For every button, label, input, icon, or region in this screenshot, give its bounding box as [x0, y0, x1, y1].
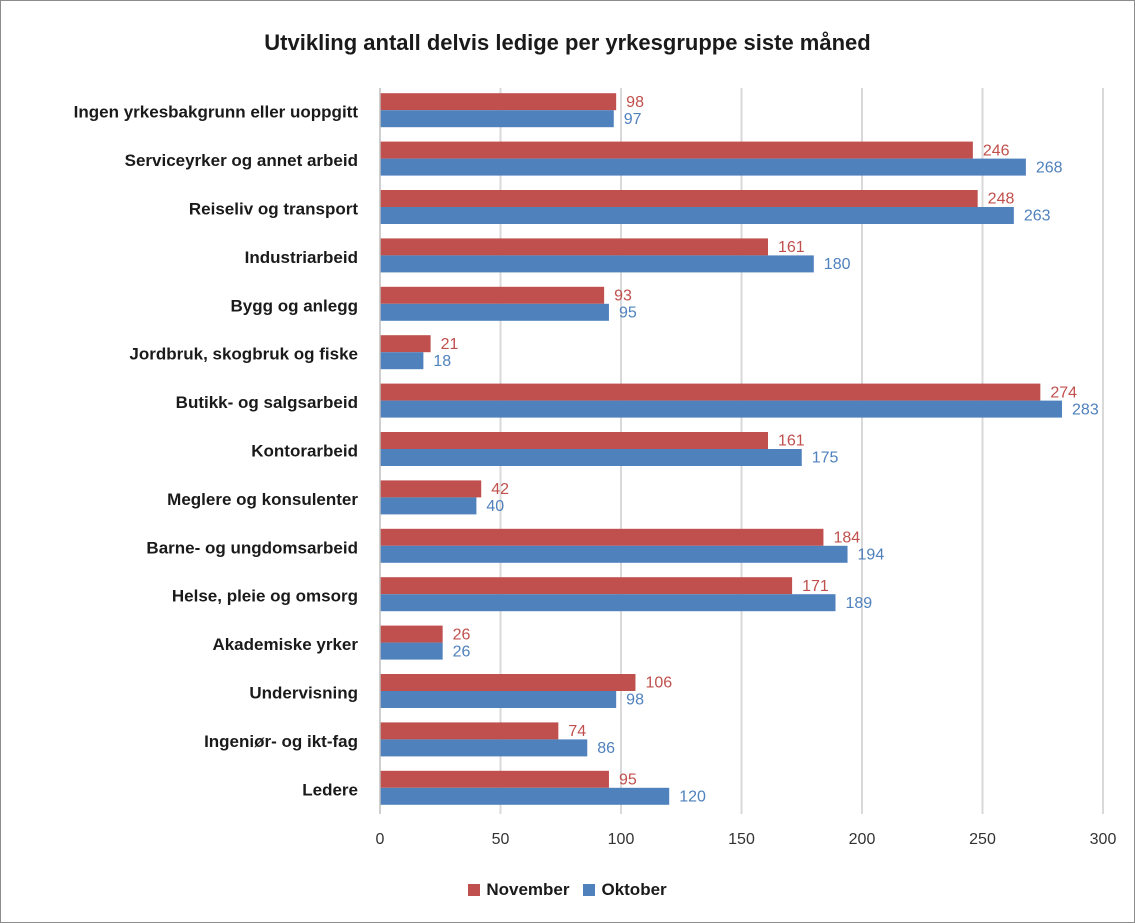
- data-label: 26: [453, 626, 471, 643]
- category-label: Butikk- og salgsarbeid: [176, 393, 358, 412]
- data-label: 106: [645, 675, 672, 692]
- legend: November Oktober: [0, 880, 1135, 900]
- data-label: 97: [624, 111, 642, 128]
- x-tick-label: 0: [376, 831, 385, 848]
- data-label: 95: [619, 772, 637, 789]
- category-label: Reiseliv og transport: [189, 199, 358, 218]
- bar-november: [380, 528, 824, 546]
- bar-november: [380, 770, 609, 788]
- x-tick-label: 50: [492, 831, 510, 848]
- bar-november: [380, 335, 431, 353]
- bar-november: [380, 480, 482, 498]
- data-label: 26: [453, 643, 471, 660]
- data-label: 95: [619, 305, 637, 322]
- category-label: Serviceyrker og annet arbeid: [125, 151, 358, 170]
- x-tick-label: 100: [608, 831, 635, 848]
- legend-label-oktober: Oktober: [601, 880, 667, 899]
- data-label: 21: [441, 336, 459, 353]
- data-label: 248: [988, 191, 1015, 208]
- category-label: Barne- og ungdomsarbeid: [146, 538, 358, 557]
- data-label: 171: [802, 578, 829, 595]
- x-tick-label: 250: [969, 831, 996, 848]
- bar-oktober: [380, 158, 1026, 176]
- data-label: 194: [858, 547, 885, 564]
- category-label: Helse, pleie og omsorg: [172, 587, 358, 606]
- category-label: Ingen yrkesbakgrunn eller uoppgitt: [74, 103, 359, 122]
- data-label: 86: [597, 740, 615, 757]
- bar-oktober: [380, 739, 588, 757]
- data-label: 161: [778, 239, 805, 256]
- bar-november: [380, 190, 978, 207]
- data-label: 184: [833, 530, 860, 547]
- category-label: Kontorarbeid: [251, 441, 358, 460]
- bar-november: [380, 93, 617, 111]
- data-label: 74: [568, 723, 586, 740]
- category-label: Ledere: [302, 780, 358, 799]
- category-label: Undervisning: [249, 683, 358, 702]
- bar-oktober: [380, 110, 614, 128]
- x-tick-label: 150: [728, 831, 755, 848]
- bar-november: [380, 722, 559, 740]
- bar-oktober: [380, 400, 1063, 418]
- bar-november: [380, 432, 769, 449]
- data-label: 189: [845, 595, 872, 612]
- data-label: 274: [1050, 384, 1077, 401]
- bar-oktober: [380, 497, 477, 515]
- category-label: Bygg og anlegg: [231, 296, 359, 315]
- bar-oktober: [380, 255, 814, 273]
- bar-november: [380, 577, 793, 595]
- bar-november: [380, 383, 1041, 401]
- data-label: 120: [679, 789, 706, 806]
- bar-oktober: [380, 207, 1014, 224]
- data-label: 98: [626, 94, 644, 111]
- category-label: Meglere og konsulenter: [167, 490, 358, 509]
- category-label: Industriarbeid: [245, 248, 358, 267]
- category-label: Ingeniør- og ikt-fag: [204, 732, 358, 751]
- bar-oktober: [380, 691, 617, 708]
- bar-november: [380, 286, 605, 304]
- category-label: Jordbruk, skogbruk og fiske: [129, 345, 358, 364]
- legend-item-november: November: [468, 880, 569, 900]
- legend-swatch-november: [468, 884, 481, 896]
- bar-oktober: [380, 303, 609, 321]
- bar-november: [380, 674, 636, 691]
- x-tick-label: 200: [849, 831, 876, 848]
- data-label: 263: [1024, 208, 1051, 225]
- data-label: 42: [491, 481, 509, 498]
- bar-november: [380, 141, 973, 159]
- data-label: 283: [1072, 401, 1099, 418]
- legend-label-november: November: [486, 880, 570, 899]
- bar-oktober: [380, 787, 670, 805]
- bar-oktober: [380, 352, 424, 370]
- bar-oktober: [380, 642, 443, 660]
- bar-november: [380, 238, 769, 256]
- data-label: 161: [778, 433, 805, 450]
- bar-oktober: [380, 545, 848, 563]
- data-label: 18: [433, 353, 451, 370]
- category-label: Akademiske yrker: [212, 635, 358, 654]
- data-label: 180: [824, 256, 851, 273]
- bar-november: [380, 625, 443, 643]
- data-label: 268: [1036, 159, 1063, 176]
- bar-oktober: [380, 449, 802, 466]
- x-tick-label: 300: [1090, 831, 1117, 848]
- data-label: 93: [614, 288, 632, 305]
- data-label: 40: [486, 498, 504, 515]
- chart-title: Utvikling antall delvis ledige per yrkes…: [264, 30, 871, 55]
- legend-item-oktober: Oktober: [583, 880, 667, 900]
- bar-oktober: [380, 594, 836, 612]
- legend-swatch-oktober: [583, 884, 596, 896]
- data-label: 246: [983, 142, 1010, 159]
- data-label: 98: [626, 692, 644, 709]
- data-label: 175: [812, 450, 839, 467]
